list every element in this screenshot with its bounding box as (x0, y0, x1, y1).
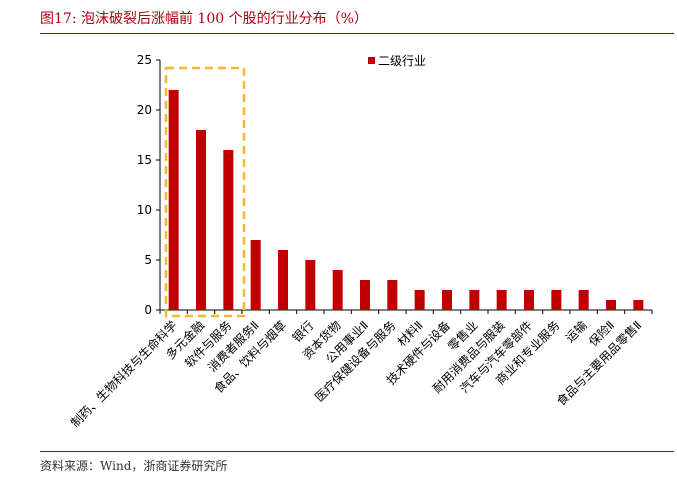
bar-14 (524, 290, 534, 310)
legend-swatch (368, 57, 375, 64)
bar-series-group (168, 90, 644, 310)
bar-7 (332, 270, 343, 310)
y-tick-label: 20 (137, 103, 152, 117)
bar-16 (578, 290, 589, 310)
bar-11 (442, 290, 452, 310)
bar-3 (223, 150, 234, 310)
figure-title: 图17: 泡沫破裂后涨幅前 100 个股的行业分布（%） (40, 11, 368, 27)
highlight-box-group (164, 66, 246, 318)
bar-17 (606, 300, 616, 310)
y-tick-label: 25 (137, 53, 152, 67)
y-tick-label: 0 (144, 303, 152, 317)
chart-legend: 二级行业 (368, 54, 426, 68)
bar-15 (551, 290, 562, 310)
source-rule (40, 451, 674, 452)
bar-5 (278, 250, 288, 310)
highlight-dashed-box (164, 66, 246, 318)
bar-13 (496, 290, 507, 310)
x-tick-label: 制药、生物科技与生命科学 (67, 318, 179, 430)
bar-1 (168, 90, 179, 310)
bar-18 (633, 300, 644, 310)
bar-8 (360, 280, 370, 310)
bar-9 (387, 280, 398, 310)
legend-label: 二级行业 (378, 54, 426, 68)
bar-10 (414, 290, 425, 310)
y-tick-label: 5 (144, 253, 152, 267)
title-rule (40, 33, 674, 34)
source-note: 资料来源：Wind，浙商证券研究所 (40, 459, 228, 473)
x-tick-label: 运输 (562, 318, 590, 346)
y-tick-label: 15 (137, 153, 152, 167)
chart-axes: 0 5 10 15 20 25 (137, 53, 653, 317)
y-tick-label: 10 (137, 203, 152, 217)
bar-4 (250, 240, 261, 310)
bar-12 (469, 290, 480, 310)
bar-6 (305, 260, 316, 310)
bar-2 (196, 130, 206, 310)
